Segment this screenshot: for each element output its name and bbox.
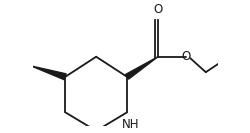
Text: O: O <box>153 3 162 16</box>
Polygon shape <box>125 57 157 79</box>
Text: NH: NH <box>122 118 139 131</box>
Polygon shape <box>31 66 66 80</box>
Text: O: O <box>180 50 190 63</box>
